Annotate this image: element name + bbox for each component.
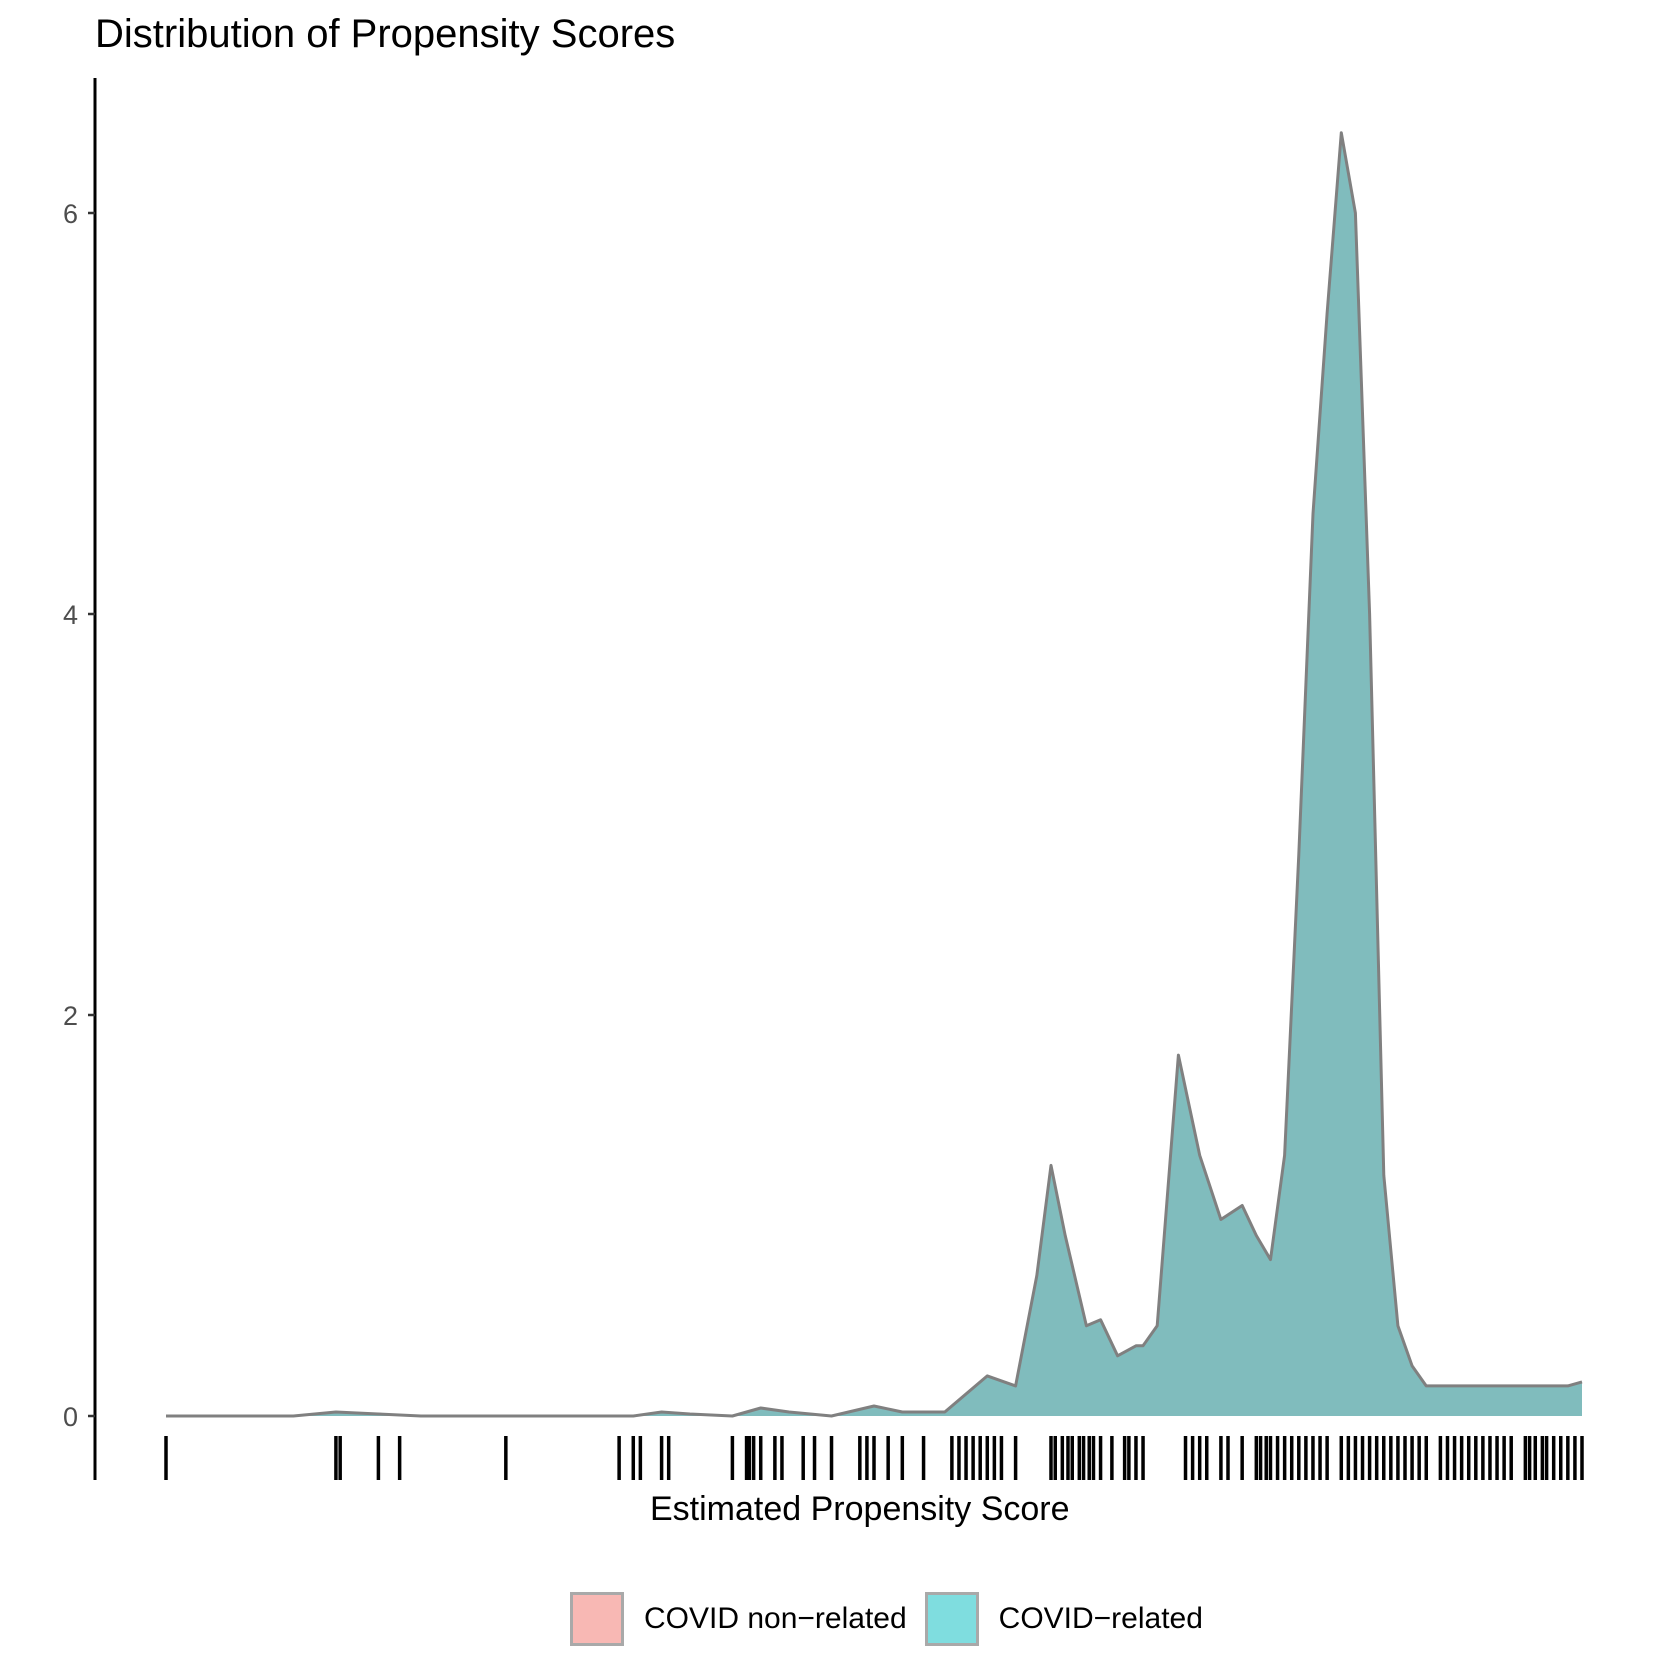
- legend-swatch-non-related: [570, 1592, 624, 1646]
- density-line-0: [166, 131, 1583, 1418]
- legend-label-related: COVID−related: [998, 1602, 1203, 1635]
- legend: COVID non−related COVID−related: [570, 1590, 1221, 1648]
- y-tick-label-6: 6: [63, 199, 78, 229]
- legend-swatch-related: [924, 1592, 979, 1646]
- rug-marks: [164, 1436, 1584, 1480]
- y-tick-label-0: 0: [63, 1402, 78, 1432]
- chart-title: Distribution of Propensity Scores: [95, 12, 676, 56]
- y-tick-label-4: 4: [63, 600, 78, 630]
- density-area-0: [166, 132, 1582, 1416]
- y-tick-label-2: 2: [63, 1001, 78, 1031]
- legend-item-related: COVID−related: [924, 1592, 1203, 1646]
- legend-label-non-related: COVID non−related: [644, 1602, 907, 1635]
- y-axis: 0 2 4 6: [63, 78, 97, 1480]
- plot-area: [166, 131, 1583, 1418]
- x-axis-label: Estimated Propensity Score: [650, 1490, 1070, 1528]
- legend-item-non-related: COVID non−related: [570, 1592, 907, 1646]
